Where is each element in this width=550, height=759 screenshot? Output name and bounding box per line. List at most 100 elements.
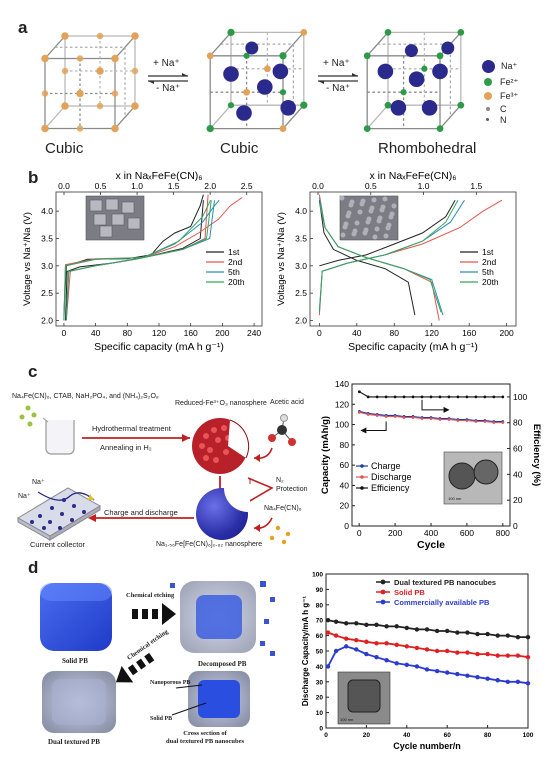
data-point (465, 630, 470, 635)
data-point (344, 644, 349, 649)
data-point (525, 681, 531, 686)
data-point (374, 622, 379, 628)
y-tick-label: 100 (335, 420, 349, 430)
data-point (501, 421, 505, 424)
y-tick-label: 140 (335, 379, 349, 389)
x-tick-label: 80 (484, 732, 492, 739)
legend-label: C (500, 103, 507, 114)
data-point (357, 411, 361, 414)
data-point (474, 420, 478, 423)
sem-cube (127, 217, 141, 230)
y-tick-label: 2.0 (295, 316, 307, 326)
top-tick-label: 1.0 (418, 181, 430, 191)
sem-particle (349, 199, 355, 205)
legend-label: 2nd (228, 257, 242, 267)
data-point (429, 417, 433, 420)
x-axis-label: Specific capacity (mA h g⁻¹) (348, 341, 478, 353)
chemical-etching-label-1: Chemical etching (126, 592, 175, 599)
x-tick-label: 100 (523, 732, 534, 739)
sem-particle (357, 209, 363, 215)
data-point (465, 650, 470, 655)
data-point (384, 624, 389, 629)
data-point (434, 628, 440, 634)
fe2-ion-icon (484, 78, 492, 86)
data-point (414, 645, 420, 651)
data-point (447, 395, 451, 399)
y-tick-label: 3.5 (295, 233, 307, 243)
data-point (420, 395, 424, 399)
annealing-label: Annealing in H₂ (100, 443, 152, 452)
decomposed-pb-cube-icon (170, 581, 275, 656)
x-tick-label: 40 (352, 328, 362, 338)
data-point (475, 674, 480, 680)
series-charge-line (319, 199, 456, 267)
solid-pb-label: Solid PB (62, 657, 88, 665)
data-point (505, 633, 510, 638)
data-point (424, 647, 430, 652)
etching-arrow-2-icon (115, 652, 155, 683)
arrow-1 (148, 73, 188, 84)
nitrogen-atom-icon (486, 118, 489, 121)
y-tick-label: 3.0 (41, 261, 53, 271)
data-point (465, 395, 469, 399)
data-point (325, 630, 331, 635)
cubic-structure-1 (41, 32, 139, 133)
data-point (384, 658, 389, 663)
data-point (445, 670, 450, 675)
discharge-capacity-chart: 0 10 20 30 40 50 60 70 80 90 100 0 20 40 60 80 100 Cycle … (301, 572, 534, 752)
legend-label: Efficiency (371, 483, 410, 493)
x-tick-label: 120 (425, 328, 439, 338)
data-point (393, 415, 397, 418)
cross-section-icon (171, 671, 250, 727)
current-collector-icon (17, 487, 101, 541)
structure-caption-3: Rhombohedral (378, 140, 477, 157)
data-point (455, 650, 460, 655)
legend-label: Solid PB (394, 588, 425, 597)
sem-cube (89, 199, 103, 212)
sem-particle (371, 197, 377, 203)
reduced-fe-nanosphere-icon (192, 418, 250, 474)
y-tick-label: 40 (340, 480, 350, 490)
x-axis-label: Specific capacity (mA h g⁻¹) (94, 341, 224, 353)
sem-cube (93, 213, 107, 226)
cubic-structure-2 (206, 28, 308, 133)
data-point (374, 641, 379, 646)
capacity-arrow (366, 421, 387, 431)
etching-arrow-1-icon (132, 603, 176, 625)
data-point (492, 395, 496, 399)
scale-bar-label: 100 nm (340, 717, 354, 722)
data-point (394, 661, 399, 666)
legend-marker (360, 486, 364, 490)
y-tick-label: 30 (316, 679, 324, 686)
data-point (354, 647, 359, 652)
legend-label: 2nd (482, 257, 496, 267)
data-point (411, 395, 415, 399)
data-point (456, 419, 460, 422)
charge-discharge-label: Charge and discharge (104, 508, 178, 517)
data-point (438, 418, 442, 421)
tem-particle (448, 462, 476, 490)
nanoporous-pb-label: Nanoporous PB (150, 680, 191, 686)
sem-particle (346, 210, 352, 216)
sem-cube (105, 198, 119, 211)
y-tick-label: 20 (316, 695, 324, 702)
legend-label: Commercially available PB (394, 598, 490, 607)
data-point (495, 678, 500, 683)
data-point (525, 634, 531, 640)
panel-d-label: d (28, 558, 39, 577)
legend-marker (360, 464, 364, 468)
pb-nanosphere-label: Na₁.₅₆Fe[Fe(CN)₆]₀.₈₂ nanosphere (156, 541, 263, 548)
voltage-profile-chart-2: x in NaₓFeFe(CN)₆ 0.0 0.5 1.0 1.5 2.0 2.5 3.0 3.… (276, 170, 517, 353)
data-point (333, 648, 339, 654)
data-point (344, 636, 349, 641)
y-axis-label: Voltage vs Na⁺/Na (V) (22, 212, 33, 306)
y-tick-label: 2.0 (41, 316, 53, 326)
legend-label: Dual textured PB nanocubes (394, 578, 496, 587)
beaker-icon (42, 417, 75, 455)
sem-particle (354, 220, 360, 226)
top-tick-label: 1.5 (168, 181, 180, 191)
panel-b-label: b (28, 168, 39, 187)
structure-caption-1: Cubic (45, 140, 84, 157)
x-tick-label: 0 (317, 328, 322, 338)
x-tick-label: 400 (424, 528, 438, 538)
